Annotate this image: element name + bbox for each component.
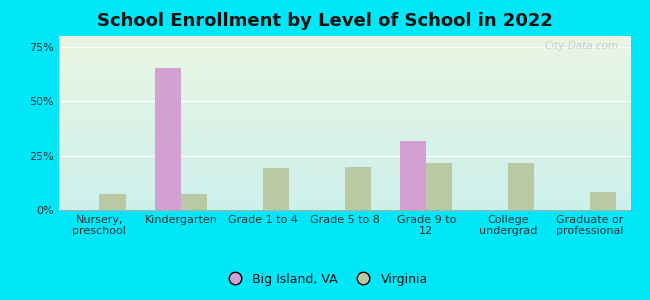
Bar <box>590 191 616 210</box>
Bar <box>181 194 207 210</box>
Bar <box>263 168 289 210</box>
Bar <box>155 68 181 210</box>
Legend: Big Island, VA, Virginia: Big Island, VA, Virginia <box>217 268 433 291</box>
Bar <box>426 163 452 210</box>
Bar <box>99 194 125 210</box>
Text: School Enrollment by Level of School in 2022: School Enrollment by Level of School in … <box>97 12 553 30</box>
Text: City-Data.com: City-Data.com <box>545 41 619 51</box>
Bar <box>400 142 426 210</box>
Bar <box>508 163 534 210</box>
Bar <box>344 167 370 210</box>
